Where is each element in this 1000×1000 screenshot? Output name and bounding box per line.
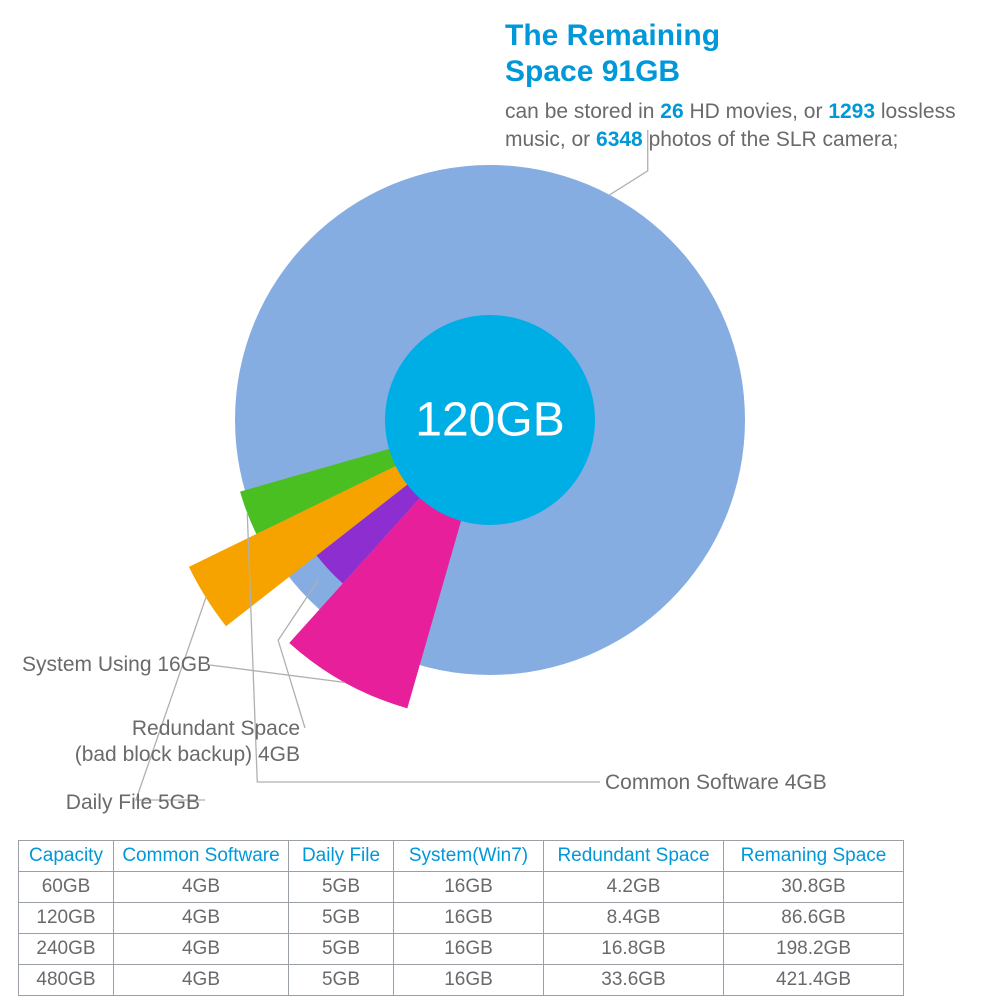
table-cell: 5GB [289, 965, 394, 996]
table-cell: 86.6GB [724, 903, 904, 934]
table-row: 60GB4GB5GB16GB4.2GB30.8GB [19, 872, 904, 903]
table-cell: 16GB [394, 903, 544, 934]
table-cell: 4GB [114, 965, 289, 996]
capacity-table: CapacityCommon SoftwareDaily FileSystem(… [18, 840, 904, 996]
table-cell: 120GB [19, 903, 114, 934]
table-cell: 16.8GB [544, 934, 724, 965]
table-header-row: CapacityCommon SoftwareDaily FileSystem(… [19, 841, 904, 872]
chart-center-label: 120GB [415, 393, 564, 448]
table-cell: 480GB [19, 965, 114, 996]
table-cell: 198.2GB [724, 934, 904, 965]
table-header-cell: Common Software [114, 841, 289, 872]
table-header-cell: Capacity [19, 841, 114, 872]
table-cell: 4.2GB [544, 872, 724, 903]
table-header-cell: Remaning Space [724, 841, 904, 872]
label-redundant-line2: (bad block backup) 4GB [75, 742, 300, 768]
label-system-using: System Using 16GB [22, 652, 211, 678]
table-cell: 33.6GB [544, 965, 724, 996]
table-cell: 16GB [394, 872, 544, 903]
table-cell: 8.4GB [544, 903, 724, 934]
table-cell: 5GB [289, 934, 394, 965]
table-cell: 30.8GB [724, 872, 904, 903]
connector-daily-file [136, 598, 206, 800]
table-cell: 421.4GB [724, 965, 904, 996]
table-cell: 60GB [19, 872, 114, 903]
label-daily-file: Daily File 5GB [66, 790, 200, 816]
table-cell: 16GB [394, 965, 544, 996]
table-row: 240GB4GB5GB16GB16.8GB198.2GB [19, 934, 904, 965]
table-row: 120GB4GB5GB16GB8.4GB86.6GB [19, 903, 904, 934]
table-cell: 4GB [114, 872, 289, 903]
table-header-cell: System(Win7) [394, 841, 544, 872]
table-cell: 240GB [19, 934, 114, 965]
table-cell: 5GB [289, 872, 394, 903]
table-header-cell: Daily File [289, 841, 394, 872]
table-cell: 16GB [394, 934, 544, 965]
table-cell: 5GB [289, 903, 394, 934]
table-cell: 4GB [114, 903, 289, 934]
label-common-software: Common Software 4GB [605, 770, 827, 796]
label-redundant-line1: Redundant Space [132, 716, 300, 742]
table-row: 480GB4GB5GB16GB33.6GB421.4GB [19, 965, 904, 996]
connector-header [610, 130, 648, 195]
infographic-canvas: The Remaining Space 91GB can be stored i… [0, 0, 1000, 1000]
table-header-cell: Redundant Space [544, 841, 724, 872]
table-cell: 4GB [114, 934, 289, 965]
